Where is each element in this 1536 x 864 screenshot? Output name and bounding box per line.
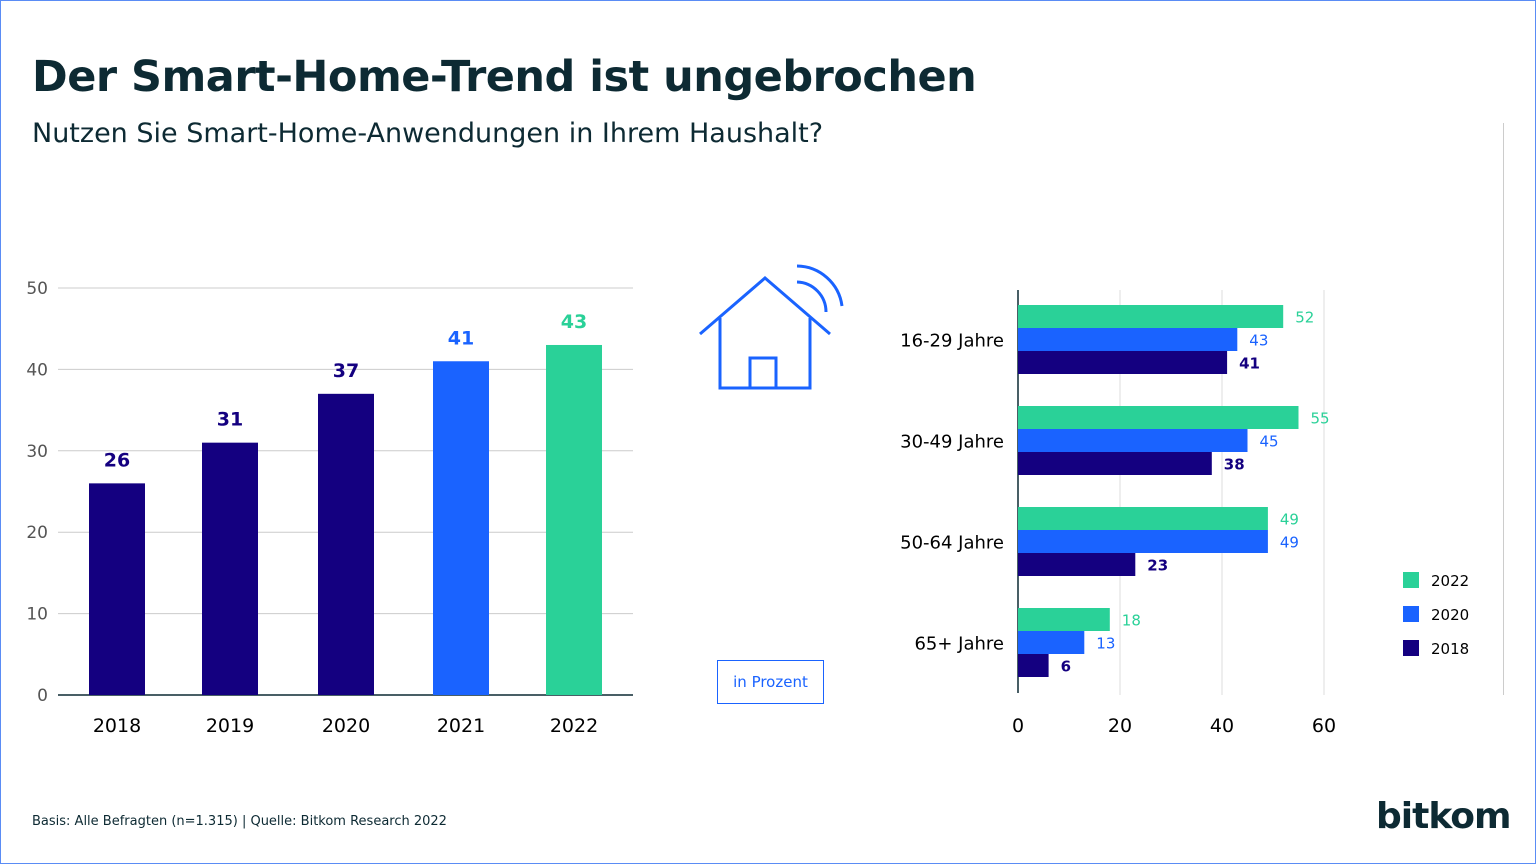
bar-2018	[89, 483, 145, 695]
bar-2018-16-29 Jahre	[1018, 351, 1228, 374]
legend-swatch-2018	[1403, 640, 1419, 656]
data-label: 41	[1239, 355, 1260, 373]
page-title: Der Smart-Home-Trend ist ungebrochen	[32, 52, 977, 102]
y-tick-label: 20	[26, 523, 48, 543]
x-tick-label: 2021	[437, 715, 485, 737]
x-tick-label: 2020	[322, 715, 370, 737]
category-label: 30-49 Jahre	[900, 432, 1004, 453]
bar-2022-30-49 Jahre	[1018, 406, 1299, 429]
legend-swatch-2020	[1403, 606, 1419, 622]
bar-2018-50-64 Jahre	[1018, 553, 1136, 576]
legend-label: 2022	[1431, 572, 1469, 590]
divider	[1503, 123, 1504, 695]
bar-2020-65+ Jahre	[1018, 631, 1085, 654]
bar-2020-16-29 Jahre	[1018, 328, 1238, 351]
category-label: 65+ Jahre	[914, 634, 1004, 655]
y-tick-label: 30	[26, 442, 48, 462]
bar-2020	[318, 393, 374, 695]
bar-2021	[433, 361, 489, 695]
x-tick-label: 2022	[550, 715, 598, 737]
bar-2022-16-29 Jahre	[1018, 305, 1284, 328]
data-label: 18	[1122, 612, 1141, 630]
y-tick-label: 50	[26, 279, 48, 299]
category-label: 50-64 Jahre	[900, 533, 1004, 554]
data-label: 41	[448, 327, 474, 349]
bar-2019	[202, 442, 258, 695]
unit-label: in Prozent	[717, 660, 824, 704]
data-label: 45	[1260, 433, 1279, 451]
x-tick-label: 40	[1210, 715, 1234, 737]
data-label: 6	[1061, 658, 1071, 676]
data-label: 13	[1096, 635, 1115, 653]
bar-2020-50-64 Jahre	[1018, 530, 1268, 553]
data-label: 37	[333, 360, 359, 382]
data-label: 26	[104, 449, 130, 471]
data-label: 49	[1280, 511, 1299, 529]
bar-2022-65+ Jahre	[1018, 608, 1110, 631]
bar-2020-30-49 Jahre	[1018, 429, 1248, 452]
x-tick-label: 2019	[206, 715, 254, 737]
data-label: 43	[561, 311, 587, 333]
x-tick-label: 2018	[93, 715, 141, 737]
x-tick-label: 0	[1012, 715, 1024, 737]
x-tick-label: 60	[1312, 715, 1336, 737]
bitkom-logo: bitkom	[1376, 796, 1512, 837]
data-label: 43	[1249, 332, 1268, 350]
bar-2022-50-64 Jahre	[1018, 507, 1268, 530]
y-tick-label: 0	[37, 686, 48, 706]
house-wifi-icon	[699, 264, 844, 390]
category-label: 16-29 Jahre	[900, 331, 1004, 352]
data-label: 31	[217, 409, 243, 431]
data-label: 23	[1147, 557, 1168, 575]
data-label: 52	[1295, 309, 1314, 327]
legend-label: 2018	[1431, 640, 1469, 658]
y-tick-label: 10	[26, 605, 48, 625]
bar-2022	[546, 344, 602, 695]
data-label: 38	[1224, 456, 1245, 474]
source-note: Basis: Alle Befragten (n=1.315) | Quelle…	[32, 814, 447, 829]
x-tick-label: 20	[1108, 715, 1132, 737]
y-tick-label: 40	[26, 360, 48, 380]
legend-swatch-2022	[1403, 572, 1419, 588]
bar-2018-30-49 Jahre	[1018, 452, 1212, 475]
legend-label: 2020	[1431, 606, 1469, 624]
data-label: 49	[1280, 534, 1299, 552]
data-label: 55	[1311, 410, 1330, 428]
bar-2018-65+ Jahre	[1018, 654, 1049, 677]
subtitle: Nutzen Sie Smart-Home-Anwendungen in Ihr…	[32, 118, 824, 149]
